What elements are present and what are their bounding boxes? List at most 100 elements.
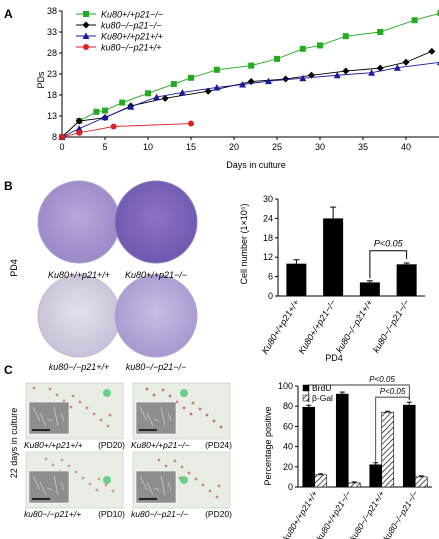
- panel-a-legend-marker-3: [83, 44, 89, 50]
- panel-c-category-label-2: ku80−/−p21+/+: [348, 489, 387, 539]
- panel-b-y-tick-label: 18: [263, 233, 273, 243]
- micrograph-0-green-cell: [103, 389, 111, 397]
- micrograph-2-stain-4: [44, 457, 48, 461]
- panel-letter-b: B: [4, 179, 13, 193]
- panel-c-y-tick-label: 40: [283, 442, 293, 452]
- panel-a-point-0-9: [248, 62, 255, 69]
- micrograph-1-stain-7: [168, 394, 172, 398]
- panel-c-legend-swatch-1: [302, 394, 310, 402]
- panel-a-point-0-6: [170, 81, 177, 88]
- panel-c-significance-label-1: P<0.05: [380, 387, 406, 396]
- panel-a-point-2-1: [75, 125, 83, 132]
- micrograph-2-stain-2: [51, 463, 55, 467]
- panel-a-point-2-12: [393, 64, 401, 71]
- micrograph-1-stain-3: [182, 406, 186, 410]
- micrograph-3-inset-cell-4: [167, 481, 172, 491]
- panel-a-legend-label-0: Ku80+/+p21−/−: [101, 10, 163, 20]
- panel-a-point-2-4: [153, 93, 161, 101]
- panel-a-x-tick-label: 30: [315, 142, 325, 152]
- panel-c-significance-bracket-0: [308, 384, 410, 403]
- panel-a-point-2-2: [101, 113, 109, 121]
- panel-a-series-line-1: [61, 50, 432, 138]
- panel-a-y-tick-label: 8: [52, 132, 57, 142]
- micrograph-2-stain-10: [104, 483, 108, 487]
- panel-a-point-0-10: [274, 55, 280, 62]
- micrograph-3-stain-7: [194, 477, 198, 481]
- panel-c-bar-0-2: [369, 464, 383, 488]
- micrograph-2-stain-8: [111, 489, 115, 493]
- micrograph-0-stain-2: [106, 424, 110, 428]
- panel-a-point-0-7: [188, 74, 194, 81]
- micrograph-3-inset: [135, 470, 177, 504]
- panel-c-y-tick-label: 80: [283, 401, 293, 411]
- micrograph-0-inset-cell-1: [39, 412, 47, 427]
- panel-b-y-tick-label: 30: [263, 194, 273, 204]
- micrograph-1-green-cell: [180, 389, 188, 397]
- micrograph-3-green-cell: [180, 476, 188, 484]
- micrograph-2-inset: [28, 470, 70, 504]
- micrograph-genotype-0: Ku80+/+p21+/+: [24, 440, 83, 450]
- panel-a-point-0-15: [411, 17, 418, 24]
- panel-c-significance-label-0: P<0.05: [369, 375, 395, 384]
- micrograph-2-inset-cell-1: [39, 481, 47, 496]
- panel-b-bar-3: [396, 264, 417, 296]
- panel-c-category-label-1: ku80+/+p21−/−: [314, 489, 353, 539]
- panel-a-x-tick-label: 10: [143, 142, 153, 152]
- micrograph-1-stain-0: [152, 393, 156, 397]
- panel-a-point-1-4: [161, 94, 169, 102]
- micrograph-2-stain-11: [60, 458, 64, 462]
- micrograph-2-inset-cell-2: [46, 487, 53, 491]
- micrograph-pd-3: (PD20): [205, 509, 232, 519]
- panel-b-significance-label: P<0.05: [374, 239, 404, 249]
- panel-c-y-axis-label: Percentage positive: [263, 406, 273, 485]
- panel-a-legend-label-3: ku80−/−p21+/+: [101, 43, 162, 53]
- panel-a-point-0-11: [299, 45, 306, 52]
- dish-label-2: Ku80+/+p21−/−: [125, 270, 187, 280]
- micrograph-0-inset-cell-0: [32, 406, 41, 422]
- panel-a-point-0-5: [145, 90, 151, 97]
- micrograph-1-stain-6: [212, 419, 216, 423]
- micrograph-3-stain-3: [208, 489, 212, 493]
- micrograph-2-inset-cell-3: [53, 475, 59, 496]
- micrograph-1-stain-1: [189, 412, 193, 416]
- panel-c-legend-label-0: BrdU: [312, 383, 331, 393]
- panel-a-x-axis-label: Days in culture: [226, 160, 286, 170]
- panel-c-y-tick-label: 60: [283, 421, 293, 431]
- panel-b-bar-1: [323, 218, 344, 296]
- panel-c-significance-bracket-1: [375, 396, 410, 462]
- panel-letter-a: A: [4, 7, 13, 21]
- panel-a-x-tick-label: 15: [186, 142, 196, 152]
- panel-b-category-label-2: ku80−/−p21+/+: [334, 298, 375, 355]
- micrograph-0-stain-10: [78, 400, 82, 404]
- micrograph-1-stain-2: [145, 387, 149, 391]
- micrograph-genotype-3: ku80−/−p21−/−: [131, 509, 188, 519]
- micrograph-3-inset-cell-3: [160, 475, 166, 496]
- micrograph-2-green-cell: [103, 476, 111, 484]
- panel-c-bar-1-0: [314, 474, 328, 488]
- panel-c-y-tick-label: 20: [283, 462, 293, 472]
- panel-c-category-label-0: ku80+/+p21+/+: [281, 489, 320, 539]
- micrograph-1-stain-4: [219, 425, 223, 429]
- panel-a-point-1-12: [428, 47, 436, 55]
- micrograph-3-stain-9: [187, 471, 191, 475]
- micrograph-0-stain-7: [48, 387, 52, 391]
- panel-a-point-0-13: [342, 33, 349, 40]
- panel-b-dish-images: PD4 Ku80+/+p21+/+ Ku80+/+p21−/− ku80−/−p…: [9, 180, 198, 372]
- micrograph-2-stain-12: [97, 477, 101, 481]
- panel-a-point-1-9: [342, 67, 350, 75]
- panel-a-point-2-7: [239, 81, 247, 88]
- panel-a-legend-marker-2: [82, 32, 90, 39]
- micrograph-2-stain-1: [95, 488, 99, 492]
- panel-b-y-axis-label: Cell number (1×10⁵): [239, 203, 249, 284]
- panel-a-point-3-2: [110, 123, 117, 130]
- micrograph-genotype-2: ku80−/−p21+/+: [24, 509, 81, 519]
- micrograph-3-inset-cell-2: [153, 487, 160, 491]
- micrograph-0-inset-cell-3: [53, 406, 59, 427]
- micrograph-2-stain-7: [74, 470, 78, 474]
- panel-a-x-tick-label: 5: [102, 142, 107, 152]
- micrograph-2-stain-9: [67, 464, 71, 468]
- dish-label-3: ku80−/−p21+/+: [49, 362, 110, 372]
- micrograph-genotype-1: Ku80+/+p21−/−: [131, 440, 190, 450]
- panel-a-point-2-13: [436, 61, 439, 66]
- micrograph-0-stain-1: [69, 405, 73, 409]
